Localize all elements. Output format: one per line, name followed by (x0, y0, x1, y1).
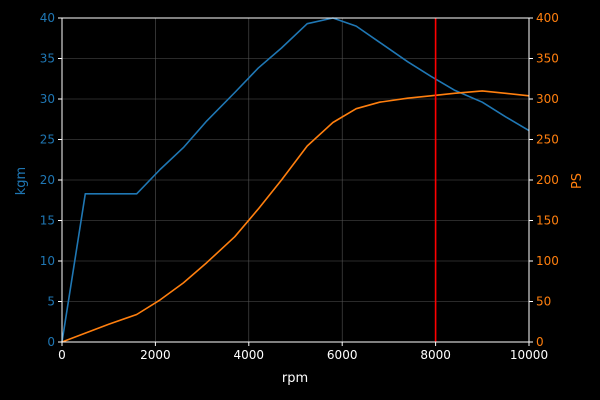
x-tick-label: 6000 (327, 348, 358, 362)
y-right-tick-label: 350 (536, 52, 559, 66)
y-left-tick-label: 20 (40, 173, 55, 187)
y-left-tick-label: 5 (47, 295, 55, 309)
x-tick-label: 10000 (510, 348, 548, 362)
y-right-tick-label: 300 (536, 92, 559, 106)
y-left-tick-label: 40 (40, 11, 55, 25)
x-tick-label: 0 (58, 348, 66, 362)
power-series-line (61, 90, 530, 343)
y-left-tick-label: 15 (40, 214, 55, 228)
torque-series-line (61, 17, 530, 343)
series-group (61, 17, 530, 343)
y-right-tick-label: 200 (536, 173, 559, 187)
y-right-tick-label: 0 (536, 335, 544, 349)
y-left-tick-label: 30 (40, 92, 55, 106)
y-right-tick-label: 50 (536, 295, 551, 309)
y-right-tick-label: 250 (536, 133, 559, 147)
y-left-tick-label: 10 (40, 254, 55, 268)
x-axis-label: rpm (282, 371, 308, 386)
y-right-tick-label: 400 (536, 11, 559, 25)
y-left-tick-label: 25 (40, 133, 55, 147)
y-right-axis: 0 50 100 150 200 250 300 350 400 (529, 11, 559, 349)
x-tick-label: 8000 (420, 348, 451, 362)
y-left-axis-label: kgm (14, 167, 29, 195)
y-left-tick-label: 35 (40, 52, 55, 66)
x-tick-label: 4000 (234, 348, 265, 362)
y-left-axis: 0 5 10 15 20 25 30 35 40 (40, 11, 62, 349)
y-right-axis-label: PS (570, 173, 585, 189)
y-left-tick-label: 0 (47, 335, 55, 349)
x-tick-label: 2000 (140, 348, 171, 362)
x-axis: 0 2000 4000 6000 8000 10000 (58, 342, 548, 362)
y-right-tick-label: 150 (536, 214, 559, 228)
y-right-tick-label: 100 (536, 254, 559, 268)
